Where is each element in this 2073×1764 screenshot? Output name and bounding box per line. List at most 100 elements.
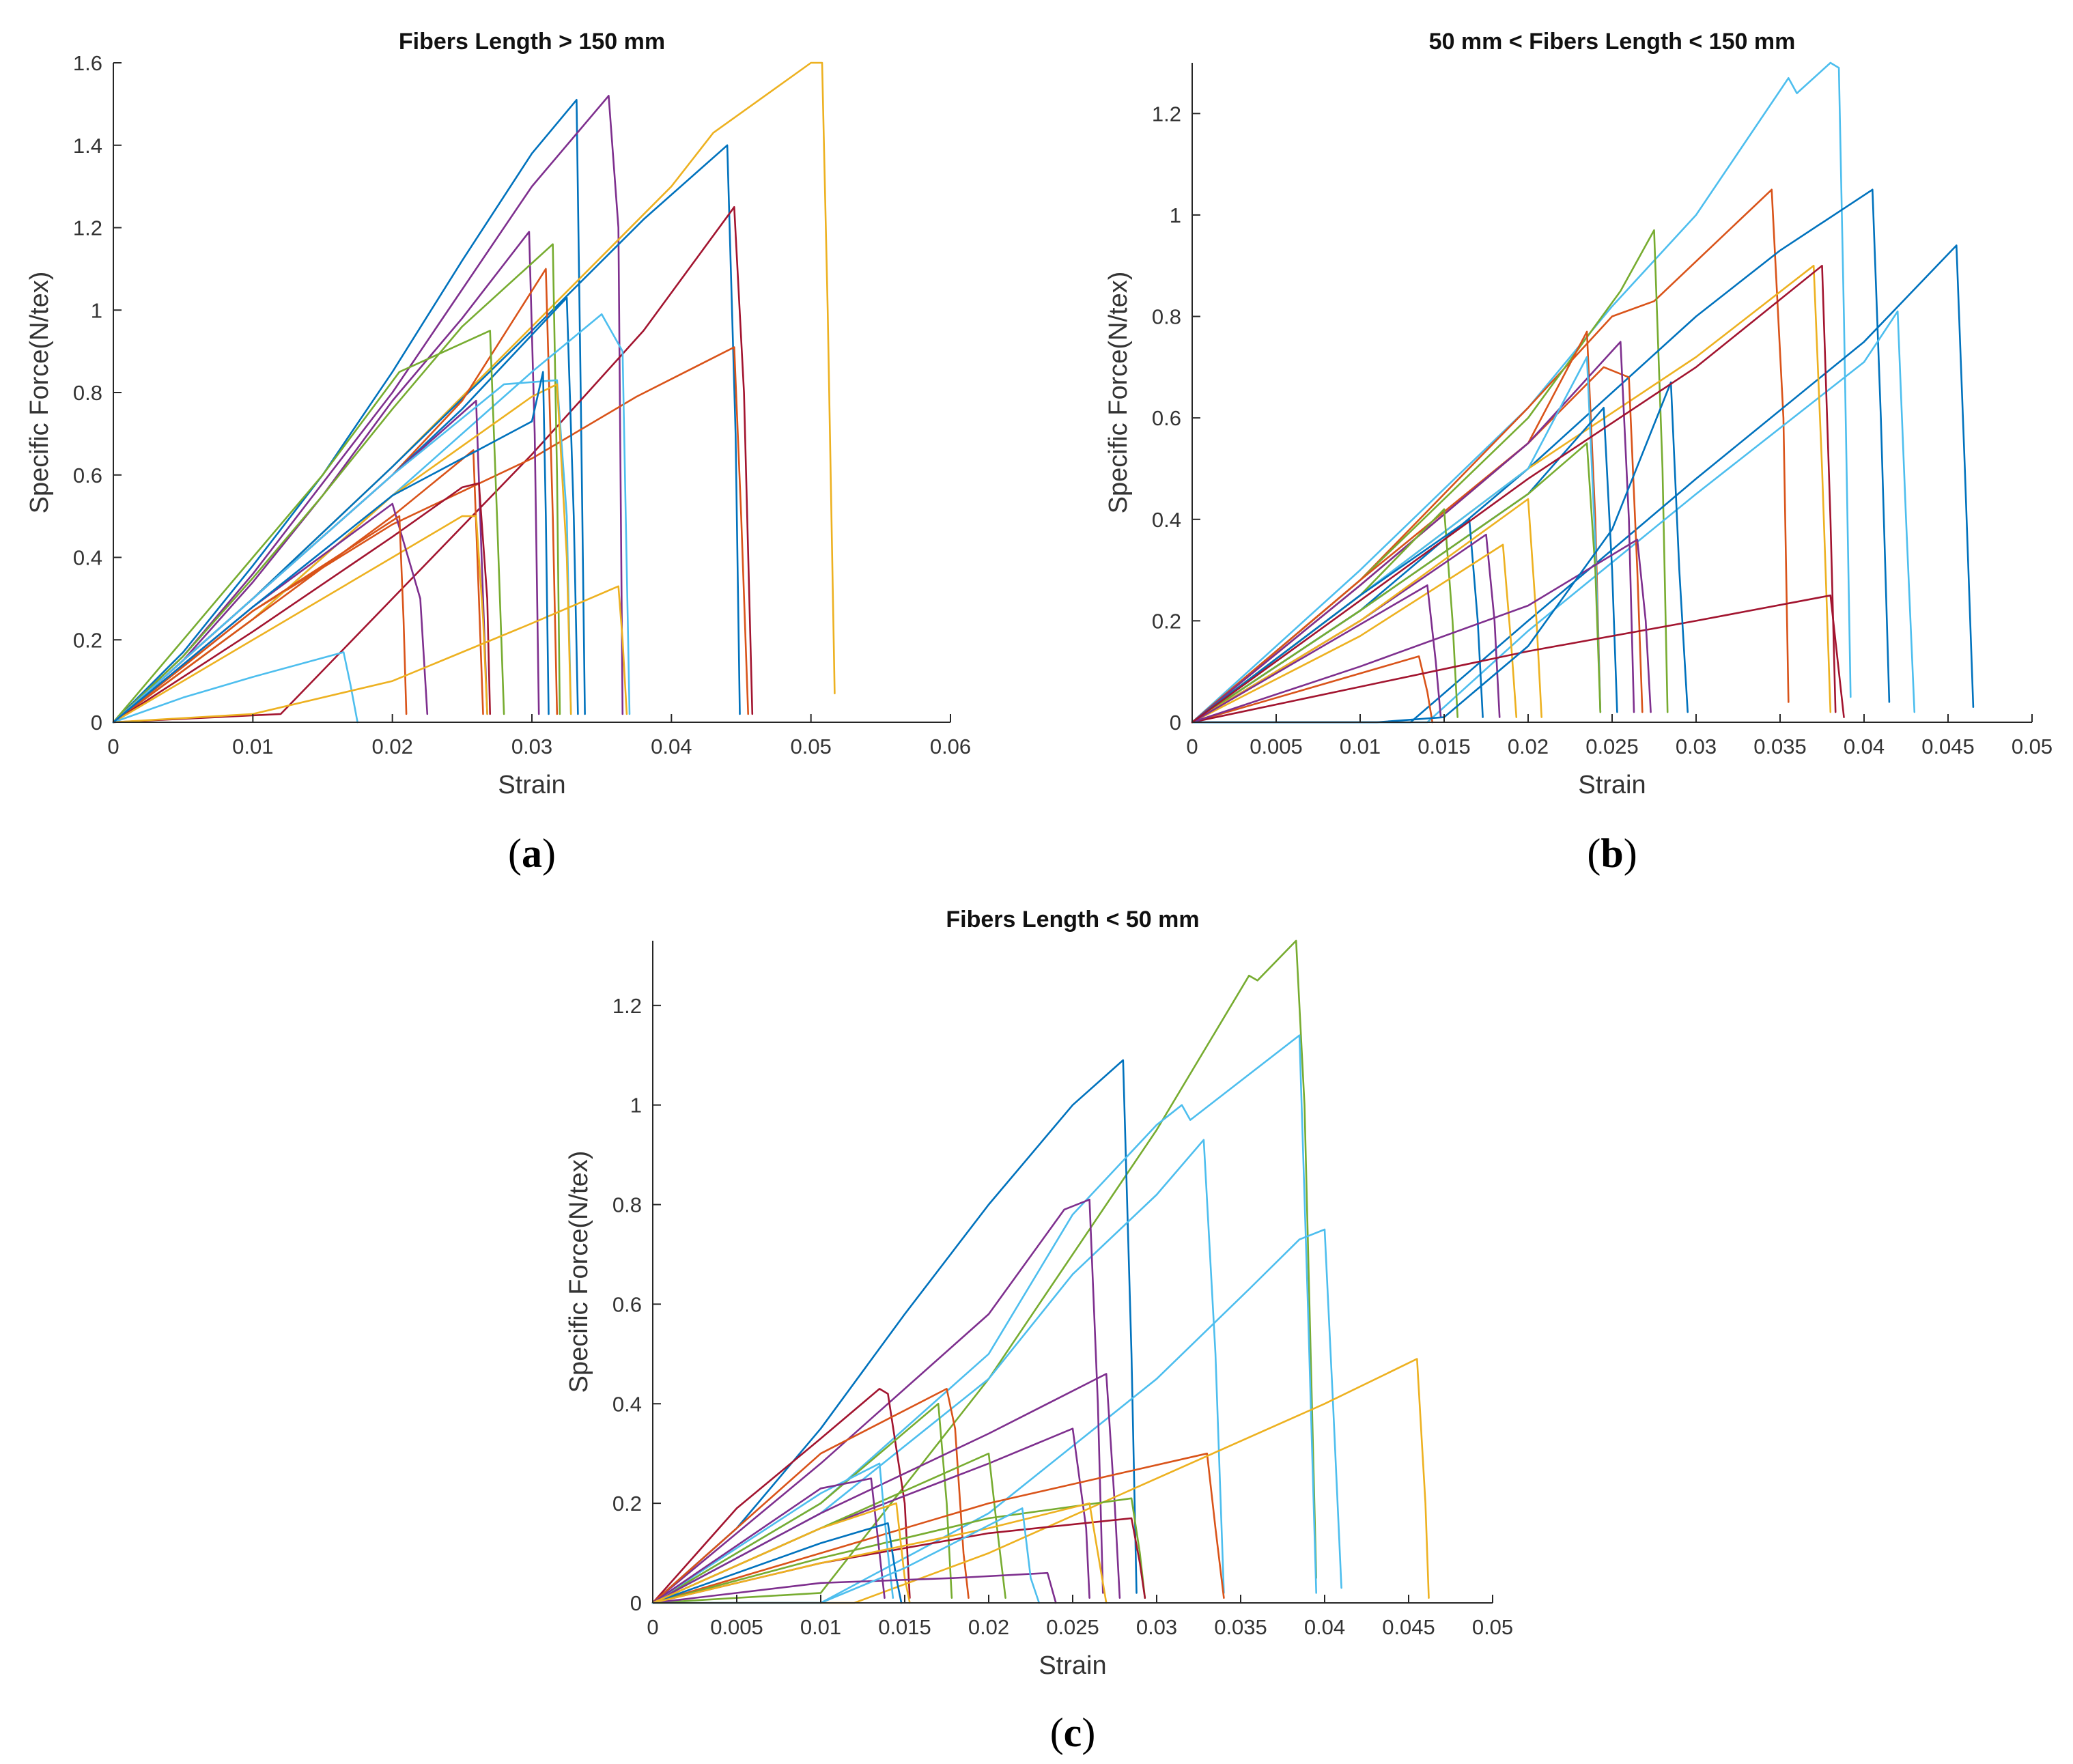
chart-title: 50 mm < Fibers Length < 150 mm	[1429, 29, 1796, 55]
panel-caption: (c)	[1050, 1710, 1096, 1755]
series-line-2	[651, 1059, 1138, 1604]
x-tick-label: 0.04	[1304, 1615, 1345, 1639]
x-tick-label: 0.02	[371, 735, 412, 758]
y-tick-label: 0.4	[612, 1392, 642, 1416]
series-line-4	[651, 1139, 1225, 1604]
series-line-3	[1191, 229, 1669, 724]
series-line-18	[651, 1477, 886, 1604]
series-line-13	[1191, 442, 1602, 724]
x-tick-label: 0.02	[968, 1615, 1009, 1639]
y-tick-label: 0.2	[1152, 609, 1181, 633]
x-tick-label: 0.035	[1214, 1615, 1267, 1639]
series-group	[1191, 61, 1975, 724]
y-tick-label: 0	[91, 711, 102, 735]
x-axis-label: Strain	[1578, 771, 1646, 799]
y-axis-label: Specific Force(N/tex)	[25, 272, 54, 514]
y-tick-label: 0.6	[612, 1292, 642, 1316]
series-line-9	[1191, 366, 1644, 724]
y-tick-label: 0	[1170, 711, 1181, 735]
y-tick-label: 0.8	[73, 381, 102, 405]
x-tick-label: 0.01	[1340, 735, 1381, 758]
x-axis-label: Strain	[498, 771, 565, 799]
x-tick-label: 0.035	[1753, 735, 1807, 758]
x-tick-label: 0.045	[1921, 735, 1975, 758]
y-tick-label: 1	[630, 1094, 642, 1118]
x-tick-label: 0.045	[1382, 1615, 1435, 1639]
x-tick-label: 0.03	[1136, 1615, 1177, 1639]
y-tick-label: 0.8	[612, 1193, 642, 1217]
x-tick-label: 0.025	[1046, 1615, 1099, 1639]
x-tick-label: 0.04	[1844, 735, 1885, 758]
series-line-17	[1191, 498, 1542, 724]
y-tick-label: 0	[630, 1591, 642, 1615]
x-tick-label: 0.005	[1250, 735, 1303, 758]
x-axis-label: Strain	[1039, 1651, 1106, 1680]
series-line-19	[1191, 584, 1442, 724]
y-tick-label: 0.4	[73, 546, 102, 570]
y-axis-label: Specific Force(N/tex)	[1104, 272, 1133, 514]
panel-caption: (a)	[508, 831, 556, 876]
x-tick-label: 0.025	[1585, 735, 1639, 758]
y-tick-label: 1	[1170, 203, 1181, 227]
series-line-10	[1191, 341, 1635, 724]
y-tick-label: 1.2	[1152, 102, 1181, 126]
series-group	[112, 61, 836, 724]
panel-caption-letter: a	[522, 831, 542, 876]
series-line-3	[651, 1034, 1317, 1604]
y-tick-label: 0.2	[612, 1492, 642, 1516]
series-line-17	[651, 1462, 894, 1604]
chart-title: Fibers Length < 50 mm	[946, 907, 1199, 933]
y-tick-label: 1	[91, 298, 102, 322]
series-line-6	[651, 1198, 1104, 1604]
series-line-6	[1191, 310, 1916, 724]
series-line-2	[1191, 188, 1790, 724]
series-line-18	[1191, 543, 1518, 724]
x-tick-label: 0.015	[878, 1615, 931, 1639]
series-line-17	[112, 482, 491, 724]
y-tick-label: 1.4	[73, 134, 102, 158]
series-line-23	[112, 371, 550, 724]
x-tick-label: 0	[1186, 735, 1198, 758]
x-tick-label: 0.02	[1508, 735, 1549, 758]
x-tick-label: 0.03	[511, 735, 552, 758]
series-line-7	[651, 1388, 911, 1604]
chart-panel-b: 50 mm < Fibers Length < 150 mm 0 0.005 0.01…	[1104, 29, 2053, 876]
series-line-8	[651, 1388, 970, 1604]
series-line-15	[651, 1497, 1146, 1604]
x-tick-label: 0.015	[1418, 735, 1471, 758]
y-tick-label: 0.6	[1152, 406, 1181, 430]
y-tick-label: 0.2	[73, 628, 102, 652]
series-line-1	[1191, 61, 1852, 724]
x-tick-label: 0.005	[710, 1615, 763, 1639]
x-tick-label: 0.01	[232, 735, 273, 758]
y-tick-label: 1.6	[73, 51, 102, 75]
x-tick-label: 0.06	[930, 735, 971, 758]
x-tick-label: 0.03	[1676, 735, 1717, 758]
chart-title: Fibers Length > 150 mm	[399, 29, 665, 55]
series-line-2	[112, 95, 624, 724]
x-tick-label: 0	[107, 735, 119, 758]
series-line-8	[112, 243, 561, 724]
series-line-12	[651, 1452, 1006, 1604]
y-axis-label: Specific Force(N/tex)	[565, 1151, 593, 1393]
series-line-23	[1191, 381, 1689, 724]
series-line-22	[1191, 539, 1652, 724]
chart-panel-a: Fibers Length > 150 mm 0 0.01 0.02 0.03 0.04 0…	[25, 29, 971, 876]
y-tick-label: 0.8	[1152, 305, 1181, 329]
y-tick-label: 1.2	[612, 994, 642, 1018]
series-line-22	[112, 585, 628, 724]
series-line-9	[651, 1403, 953, 1604]
series-line-20	[112, 515, 408, 724]
series-line-4	[1191, 188, 1891, 724]
y-tick-label: 0.6	[73, 464, 102, 487]
series-line-21	[1191, 594, 1845, 724]
series-line-3	[112, 61, 836, 724]
series-line-4	[112, 144, 741, 724]
x-tick-label: 0.05	[790, 735, 831, 758]
series-line-22	[651, 1502, 1108, 1604]
series-line-1	[112, 99, 586, 724]
series-line-18	[112, 515, 488, 724]
series-line-24	[1191, 264, 1837, 724]
y-tick-label: 0.4	[1152, 508, 1181, 532]
